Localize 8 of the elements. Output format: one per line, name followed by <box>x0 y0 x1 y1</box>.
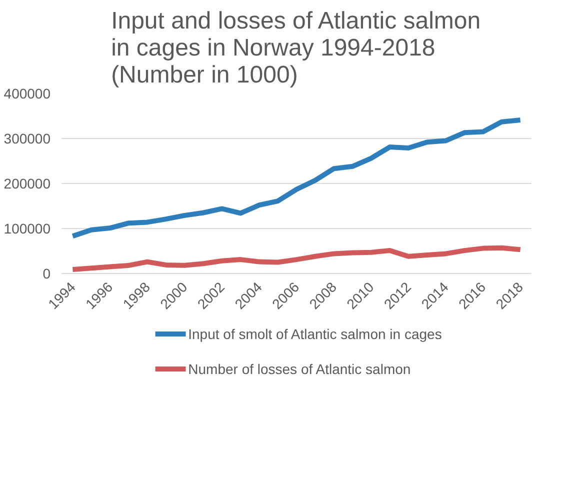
legend-label: Number of losses of Atlantic salmon <box>188 361 411 377</box>
y-tick-label: 0 <box>42 266 51 282</box>
legend-label: Input of smolt of Atlantic salmon in cages <box>188 326 442 342</box>
y-tick-label: 400000 <box>4 86 51 102</box>
y-tick-label: 200000 <box>4 176 51 192</box>
chart-title: Input and losses of Atlantic salmon in cages in Norway 1994-2018 (Number in 1000) <box>111 8 481 88</box>
y-tick-label: 300000 <box>4 130 51 146</box>
y-tick-label: 100000 <box>4 220 51 236</box>
